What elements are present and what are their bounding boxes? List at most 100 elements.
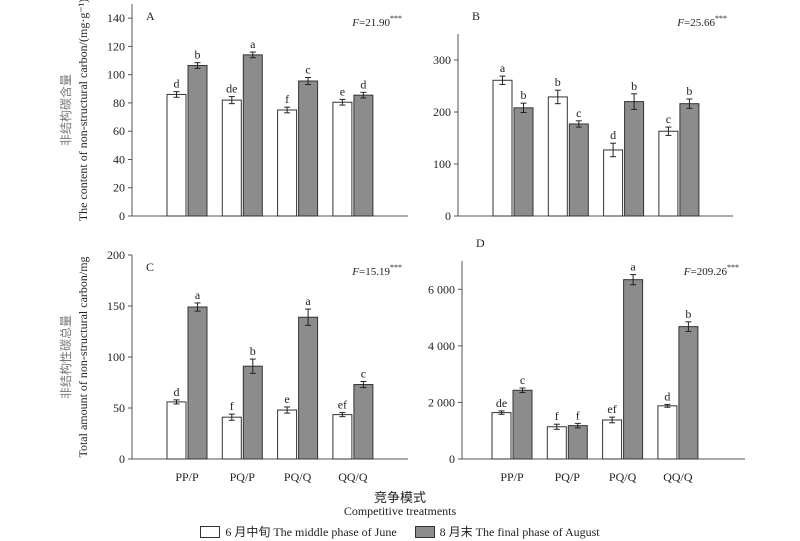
bar-june: [277, 409, 298, 460]
bar-august: [298, 316, 319, 460]
f-symbol: F: [351, 17, 359, 29]
significance-letter: f: [576, 408, 580, 422]
f-value: =209.26: [691, 266, 728, 278]
y-tick-label: 100: [433, 157, 451, 171]
significance-letter: c: [666, 112, 671, 126]
bar-june: [277, 109, 298, 217]
significance-letter: d: [360, 77, 366, 91]
bar-june: [657, 405, 678, 460]
bar-june: [602, 419, 623, 460]
x-axis-title: Competitive treatments: [343, 504, 457, 518]
bar-august: [242, 365, 263, 460]
y-tick-label: 2 000: [428, 395, 455, 409]
bar-august: [624, 101, 645, 217]
legend-label-august: 8 月末 The final phase of August: [439, 525, 600, 539]
significance-stars: ***: [390, 263, 402, 272]
bar-august: [353, 384, 374, 460]
significance-letter: d: [610, 128, 616, 142]
y-tick-label: 20: [113, 181, 125, 195]
f-symbol: F: [351, 266, 359, 278]
significance-letter: c: [305, 62, 310, 76]
bar-august: [512, 389, 533, 460]
bar-august: [187, 306, 208, 460]
bar-june: [603, 149, 624, 217]
y-tick-label: 80: [113, 96, 125, 110]
significance-stars: ***: [727, 263, 739, 272]
y-axis-title-cn: 非结构碳含量: [58, 74, 73, 146]
f-value: =25.66: [684, 17, 715, 29]
bar-june: [332, 414, 353, 460]
significance-letter: b: [631, 79, 637, 93]
panel-label: C: [146, 260, 154, 274]
bar-august: [242, 54, 263, 217]
bar-june: [546, 426, 567, 460]
significance-letter: f: [230, 399, 234, 413]
bar-june: [221, 99, 242, 217]
y-axis-title: Total amount of non-structural carbon/mg: [76, 256, 90, 457]
f-statistic: F=15.19***: [351, 263, 402, 278]
bar-august: [568, 123, 589, 217]
f-symbol: F: [683, 266, 691, 278]
panel-b: 0 100 200 300 B F=25.66*** a b b c d b c b: [433, 9, 733, 223]
f-statistic: F=209.26***: [683, 263, 739, 278]
f-symbol: F: [676, 17, 684, 29]
legend-item-june: 6 月中旬 The middle phase of June: [200, 523, 397, 540]
y-tick-label: 100: [107, 350, 125, 364]
significance-letter: b: [686, 84, 692, 98]
x-category-label: PQ/P: [555, 470, 581, 484]
significance-letter: ef: [338, 398, 347, 412]
y-tick-label: 0: [119, 452, 125, 466]
significance-stars: ***: [715, 14, 727, 23]
significance-letter: a: [305, 294, 311, 308]
y-tick-label: 50: [113, 401, 125, 415]
y-tick-label: 300: [433, 53, 451, 67]
significance-letter: a: [250, 37, 256, 51]
panel-label: D: [476, 236, 485, 250]
legend-swatch-august: [414, 525, 435, 538]
x-axis-title-cn: 竞争模式: [373, 490, 426, 505]
panel-label: B: [472, 9, 480, 23]
legend-label-june: 6 月中旬 The middle phase of June: [225, 525, 397, 539]
significance-letter: ef: [607, 402, 616, 416]
bar-august: [353, 94, 374, 217]
significance-letter: d: [664, 389, 670, 403]
y-tick-label: 40: [113, 152, 125, 166]
y-tick-label: 6 000: [428, 282, 455, 296]
f-statistic: F=21.90***: [351, 14, 402, 29]
bar-june: [658, 130, 679, 217]
significance-letter: d: [174, 385, 180, 399]
significance-letter: b: [250, 344, 256, 358]
y-tick-label: 0: [445, 209, 451, 223]
y-tick-label: 150: [107, 299, 125, 313]
y-tick-label: 4 000: [428, 339, 455, 353]
bar-june: [547, 96, 568, 217]
significance-letter: a: [195, 288, 201, 302]
y-axis-title-cn: 非结构性碳总量: [58, 315, 73, 399]
significance-stars: ***: [390, 14, 402, 23]
bar-august: [623, 279, 644, 460]
x-category-label: PQ/Q: [609, 470, 637, 484]
panel-c: 0 50 100 150 200 C F=15.19*** 非结构性碳总量 Total amou…: [58, 248, 408, 484]
legend-item-august: 8 月末 The final phase of August: [414, 523, 600, 540]
significance-letter: b: [521, 88, 527, 102]
legend: 6 月中旬 The middle phase of June 8 月末 The …: [0, 523, 800, 540]
x-category-label: PQ/P: [230, 470, 256, 484]
bar-june: [491, 412, 512, 460]
legend-swatch-june: [200, 525, 221, 538]
y-tick-label: 100: [107, 68, 125, 82]
bar-august: [187, 64, 208, 217]
y-tick-label: 0: [449, 452, 455, 466]
significance-letter: a: [500, 61, 506, 75]
x-category-label: PQ/Q: [284, 470, 312, 484]
bar-june: [492, 79, 513, 217]
x-category-label: PP/P: [175, 470, 199, 484]
y-tick-label: 200: [433, 105, 451, 119]
significance-letter: b: [555, 75, 561, 89]
significance-letter: f: [285, 92, 289, 106]
bar-june: [166, 401, 187, 460]
panel-d: 0 2 000 4 000 6 000 D F=209.26*** dec PP/P f f PQ/…: [428, 236, 745, 484]
bar-june: [332, 101, 353, 217]
significance-letter: c: [576, 106, 581, 120]
